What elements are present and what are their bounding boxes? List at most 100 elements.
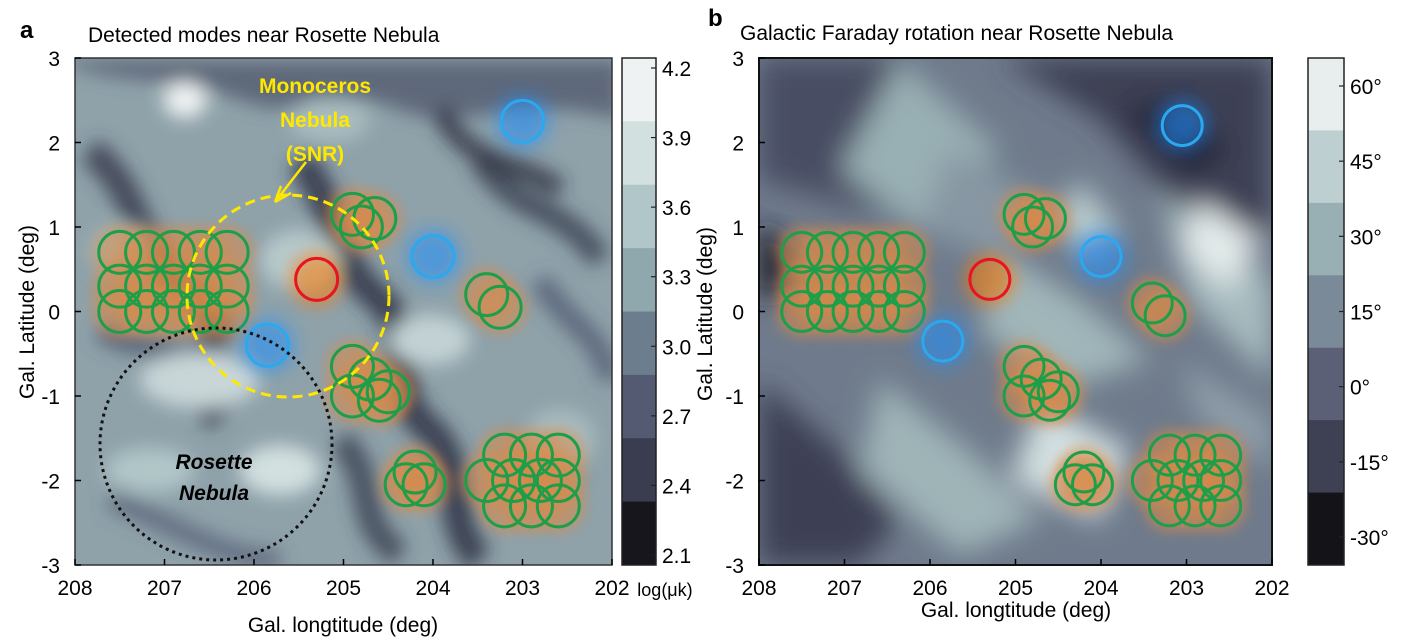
colorbar-segment [1308, 420, 1344, 494]
colorbar-frame [621, 57, 657, 566]
snr-pointer-arrow [273, 161, 307, 204]
green-mode-circle [1173, 484, 1217, 528]
green-mode-circle [1002, 192, 1046, 236]
colorbar-segment [622, 121, 656, 186]
green-mode-circle [177, 263, 223, 309]
green-mode-circle [882, 230, 926, 274]
green-mode-circle [1182, 459, 1226, 502]
colorbar-tick-label: 3.3 [662, 267, 691, 290]
green-mode-circle [464, 272, 510, 318]
green-mode-circle [1023, 197, 1067, 241]
green-mode-circle [780, 290, 824, 333]
panel-b-detection-circles [775, 99, 1247, 532]
green-mode-circle [177, 289, 223, 334]
green-mode-circle-glow [878, 285, 931, 338]
green-mode-circle [1147, 433, 1191, 477]
green-mode-circle [477, 284, 523, 330]
green-mode-circle-glow [473, 280, 528, 335]
green-mode-circle [97, 229, 143, 275]
x-tick-label: 204 [1083, 577, 1118, 600]
red-mode-circle-glow [963, 253, 1016, 306]
x-tick-label: 202 [1254, 577, 1289, 600]
colorbar-segment [622, 58, 656, 122]
blue-mode-circle [244, 322, 290, 368]
colorbar-segment [1308, 202, 1344, 276]
green-mode-circle [124, 289, 170, 334]
green-mode-circle [1199, 433, 1243, 477]
x-tick-label: 203 [1169, 577, 1204, 600]
green-mode-circle [857, 264, 901, 308]
green-mode-circle [150, 263, 196, 309]
colorbar-segment [1308, 347, 1344, 421]
green-mode-circle [535, 458, 581, 503]
blue-mode-circle-glow [240, 318, 295, 373]
green-mode-circle [491, 458, 537, 503]
green-mode-circle [1130, 281, 1174, 325]
colorbar-tick-label: 3.0 [662, 336, 691, 359]
y-tick-label: 1 [48, 217, 60, 240]
green-mode-circle [882, 290, 926, 333]
colorbar-segment [622, 248, 656, 312]
green-mode-circle [1002, 374, 1046, 418]
green-mode-circle [1173, 433, 1217, 477]
red-mode-circle-glow [289, 252, 344, 307]
monoceros-label-2: Nebula [280, 109, 350, 132]
panel-a: a Detected modes near Rosette Nebula [16, 17, 693, 637]
x-tick-label: 206 [912, 577, 947, 600]
monoceros-label-1: Monoceros [259, 75, 371, 98]
colorbar-tick-label: 4.2 [662, 58, 691, 81]
blue-mode-circle [1160, 104, 1204, 148]
green-mode-circle [1199, 459, 1243, 502]
green-mode-circle-glow [998, 188, 1051, 241]
green-mode-circle-glow [1057, 446, 1110, 499]
green-mode-circle [535, 432, 581, 478]
green-mode-circle-glow [388, 445, 443, 500]
x-tick-label: 207 [147, 577, 182, 600]
x-tick-label: 202 [594, 577, 629, 600]
rosette-label-1: Rosette [175, 451, 252, 474]
y-tick-label: -2 [41, 471, 60, 494]
panel-b-title: Galactic Faraday rotation near Rosette N… [740, 22, 1173, 45]
colorbar-tick-label: 15° [1350, 302, 1382, 325]
green-mode-circle [482, 432, 528, 478]
panel-b: b Galactic Faraday rotation near Rosette… [694, 5, 1389, 622]
colorbar-tick-label: 2.4 [662, 475, 692, 498]
green-mode-circle [482, 483, 528, 529]
green-mode-circle [1156, 459, 1200, 502]
green-mode-circle [780, 230, 824, 274]
monoceros-label-3: (SNR) [286, 143, 344, 166]
green-mode-circle [392, 449, 438, 495]
panel-a-detection-circles [92, 94, 586, 533]
green-mode-circle [1011, 205, 1055, 249]
green-mode-circle-glow [1023, 374, 1076, 427]
panel-b-xlabel: Gal. longtitude (deg) [921, 599, 1111, 622]
x-tick-label: 205 [998, 577, 1033, 600]
rosette-nebula-circle [98, 326, 334, 562]
green-mode-circle [1053, 463, 1097, 507]
blue-mode-circle-glow [1075, 230, 1127, 283]
green-mode-circle [124, 263, 170, 309]
green-mode-circle [365, 369, 411, 415]
green-mode-circle [356, 377, 402, 423]
blue-mode-circle [500, 98, 545, 144]
colorbar-tick-label: 3.9 [662, 128, 691, 151]
panel-b-plot-area [759, 58, 1272, 565]
red-mode-circle [968, 257, 1012, 301]
green-mode-circle [204, 289, 250, 334]
x-tick-label: 207 [827, 577, 862, 600]
green-mode-circle [805, 264, 849, 308]
green-mode-circle [1130, 459, 1174, 502]
y-tick-label: -1 [41, 386, 60, 409]
colorbar-segment [1308, 492, 1344, 566]
colorbar-segment [1308, 130, 1344, 204]
green-mode-circle [1147, 484, 1191, 528]
rosette-label-2: Nebula [179, 482, 249, 505]
green-mode-circle [204, 229, 250, 275]
y-tick-label: 3 [732, 48, 744, 71]
colorbar-segment [622, 374, 656, 439]
green-mode-circle [329, 191, 375, 237]
panel-a-ylabel: Gal. Latitude (deg) [16, 225, 39, 399]
green-mode-circle [508, 483, 554, 529]
green-mode-circle [464, 458, 510, 503]
green-mode-circle-glow [531, 428, 586, 483]
